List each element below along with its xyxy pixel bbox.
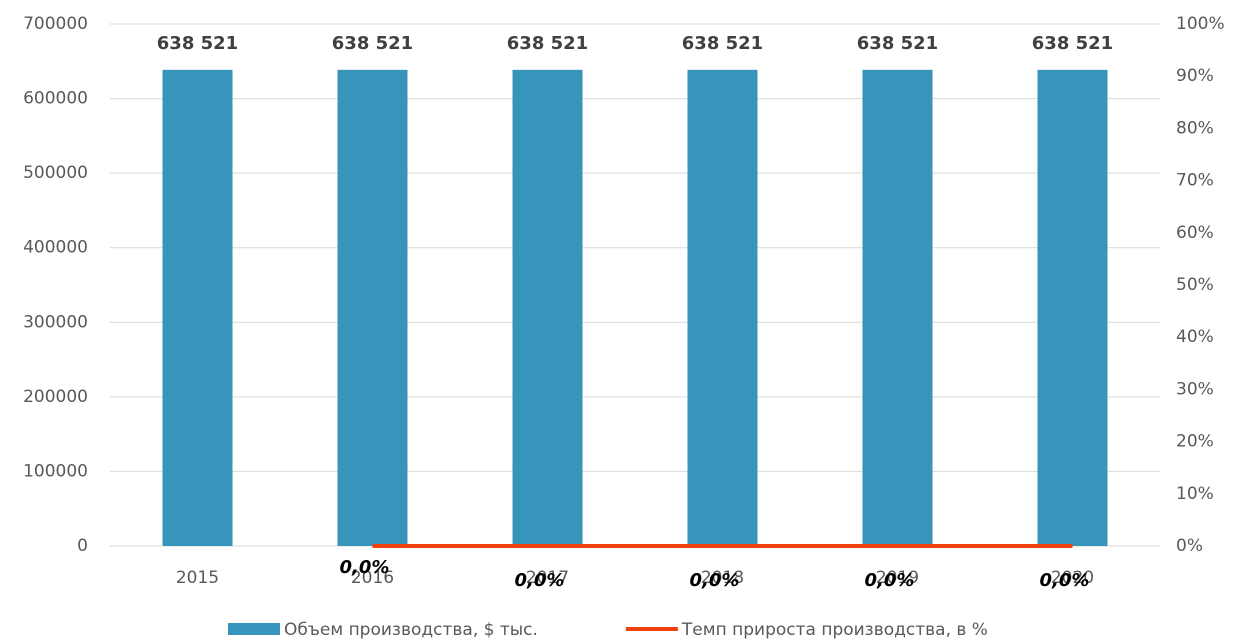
data-label: 0,0% xyxy=(690,570,740,591)
x-tick-label: 2018 xyxy=(701,568,744,588)
y-tick-label: 400000 xyxy=(23,238,88,258)
legend-swatch xyxy=(228,623,280,635)
legend-label: Темп прироста производства, в % xyxy=(681,620,988,640)
data-label: 638 521 xyxy=(157,33,238,54)
bar xyxy=(1037,69,1108,547)
y-tick-label: 200000 xyxy=(23,387,88,407)
legend-label: Объем производства, $ тыс. xyxy=(284,620,538,640)
data-label: 0,0% xyxy=(1040,570,1090,591)
data-label: 638 521 xyxy=(857,33,938,54)
y2-tick-label: 20% xyxy=(1176,432,1214,452)
y2-tick-label: 70% xyxy=(1176,171,1214,191)
y-tick-label: 100000 xyxy=(23,461,88,481)
x-tick-label: 2015 xyxy=(176,568,219,588)
data-label: 0,0% xyxy=(340,557,390,578)
y-tick-label: 0 xyxy=(77,536,88,556)
y2-tick-label: 10% xyxy=(1176,484,1214,504)
y2-tick-label: 90% xyxy=(1176,66,1214,86)
y2-tick-label: 100% xyxy=(1176,14,1225,34)
data-label: 638 521 xyxy=(1032,33,1113,54)
data-label: 638 521 xyxy=(332,33,413,54)
y-tick-label: 700000 xyxy=(23,14,88,34)
y-tick-label: 300000 xyxy=(23,312,88,332)
y2-tick-label: 80% xyxy=(1176,118,1214,138)
y2-tick-label: 50% xyxy=(1176,275,1214,295)
y2-tick-label: 30% xyxy=(1176,379,1214,399)
y-tick-label: 500000 xyxy=(23,163,88,183)
y2-tick-label: 60% xyxy=(1176,223,1214,243)
x-tick-label: 2016 xyxy=(351,568,394,588)
data-label: 638 521 xyxy=(507,33,588,54)
x-tick-label: 2019 xyxy=(876,568,919,588)
data-label: 0,0% xyxy=(865,570,915,591)
data-label: 0,0% xyxy=(515,570,565,591)
y2-tick-label: 40% xyxy=(1176,327,1214,347)
bar xyxy=(162,69,233,547)
bar xyxy=(862,69,933,547)
x-tick-label: 2017 xyxy=(526,568,569,588)
x-tick-label: 2020 xyxy=(1051,568,1094,588)
bar xyxy=(337,69,408,547)
y2-tick-label: 0% xyxy=(1176,536,1203,556)
bar xyxy=(512,69,583,547)
y-tick-label: 600000 xyxy=(23,89,88,109)
data-label: 638 521 xyxy=(682,33,763,54)
bar xyxy=(687,69,758,547)
